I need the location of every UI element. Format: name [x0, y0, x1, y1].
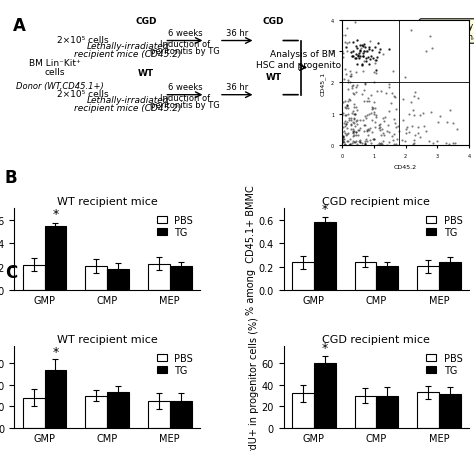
Bar	[314, 222, 336, 291]
Bar	[45, 227, 66, 291]
Bar	[439, 395, 461, 428]
Legend: PBS, TG: PBS, TG	[424, 213, 465, 239]
Bar	[376, 396, 398, 428]
Title: WT recipient mice: WT recipient mice	[57, 197, 157, 207]
Bar	[107, 269, 129, 291]
Bar	[85, 396, 107, 428]
Text: *: *	[52, 345, 59, 358]
Y-axis label: BrdU+ in progenitor cells (%): BrdU+ in progenitor cells (%)	[249, 316, 259, 451]
Text: B: B	[5, 169, 18, 187]
Bar	[417, 392, 439, 428]
Text: 36 hr: 36 hr	[226, 29, 248, 38]
Bar	[439, 262, 461, 291]
Legend: PBS, TG: PBS, TG	[155, 213, 195, 239]
Text: CGD: CGD	[263, 17, 284, 26]
Text: 2×10⁵ cells: 2×10⁵ cells	[57, 36, 108, 45]
Bar	[170, 401, 191, 428]
Text: 36 hr: 36 hr	[226, 83, 248, 92]
Text: recipient mice (CD45.2): recipient mice (CD45.2)	[74, 50, 182, 59]
Y-axis label: % among  CD45.1+ BMMC: % among CD45.1+ BMMC	[246, 185, 255, 314]
Title: CGD recipient mice: CGD recipient mice	[322, 197, 430, 207]
Text: *: *	[322, 341, 328, 354]
Title: WT recipient mice: WT recipient mice	[57, 334, 157, 344]
Bar	[23, 265, 45, 291]
Bar	[45, 370, 66, 428]
Bar	[107, 392, 129, 428]
Bar	[292, 262, 314, 291]
Text: *: *	[322, 202, 328, 215]
Text: *: *	[52, 208, 59, 221]
Bar	[417, 267, 439, 291]
Text: WT: WT	[265, 73, 282, 82]
Text: cells: cells	[45, 68, 65, 77]
Text: A: A	[13, 17, 26, 35]
Text: Induction of: Induction of	[160, 94, 210, 103]
Text: BM Lin⁻Kit⁺: BM Lin⁻Kit⁺	[29, 59, 81, 68]
Text: CGD: CGD	[136, 17, 157, 26]
Text: Analysis of BM
HSC and progenitors: Analysis of BM HSC and progenitors	[256, 50, 350, 69]
Bar	[355, 396, 376, 428]
Text: Donor (WT,CD45.1+): Donor (WT,CD45.1+)	[17, 82, 104, 91]
Text: Lethally-irradiated: Lethally-irradiated	[87, 96, 169, 105]
Text: Induction of: Induction of	[160, 40, 210, 49]
Title: CGD recipient mice: CGD recipient mice	[322, 334, 430, 344]
Text: 6 weeks: 6 weeks	[167, 29, 202, 38]
Bar	[376, 267, 398, 291]
Text: recipient mice (CD45.2): recipient mice (CD45.2)	[74, 104, 182, 113]
Bar	[148, 264, 170, 291]
Legend: PBS, TG: PBS, TG	[424, 351, 465, 377]
Legend: PBS, TG: PBS, TG	[155, 351, 195, 377]
Bar	[355, 262, 376, 291]
Text: 6 weeks: 6 weeks	[167, 83, 202, 92]
Bar	[170, 267, 191, 291]
Bar	[85, 267, 107, 291]
Text: Lethally-irradiated: Lethally-irradiated	[87, 41, 169, 51]
Bar	[314, 363, 336, 428]
Text: 2×10⁵ cells: 2×10⁵ cells	[57, 90, 108, 99]
Bar	[148, 401, 170, 428]
Bar	[23, 398, 45, 428]
Text: C: C	[5, 263, 17, 281]
Text: peritonitis by TG: peritonitis by TG	[150, 46, 220, 55]
Text: peritonitis by TG: peritonitis by TG	[150, 101, 220, 110]
Text: WT: WT	[138, 69, 154, 78]
Bar	[292, 393, 314, 428]
Text: - Brdu assay
- Lineage analysis: - Brdu assay - Lineage analysis	[421, 22, 474, 41]
